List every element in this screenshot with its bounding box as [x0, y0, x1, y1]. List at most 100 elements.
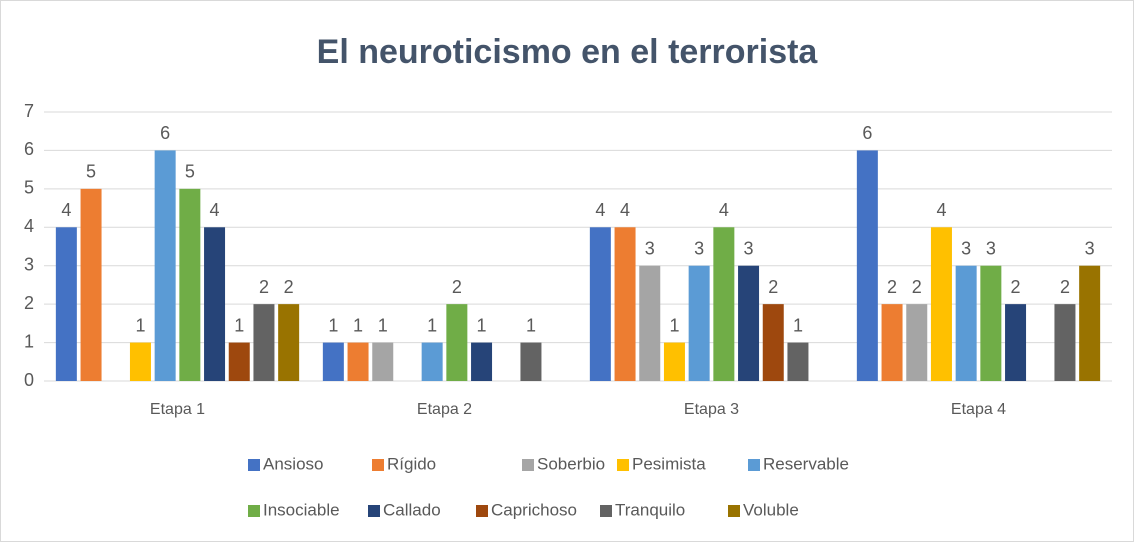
bar	[154, 150, 176, 381]
bar	[80, 188, 102, 381]
legend-swatch	[372, 459, 384, 471]
bar	[906, 304, 928, 381]
value-label: 4	[595, 200, 605, 220]
y-tick-label: 2	[24, 293, 34, 313]
bar	[446, 304, 468, 381]
value-label: 1	[427, 315, 437, 335]
bar	[471, 342, 493, 381]
legend-swatch	[522, 459, 534, 471]
value-label: 2	[887, 277, 897, 297]
bar	[955, 265, 977, 381]
bar	[55, 227, 77, 381]
value-label: 1	[378, 315, 388, 335]
value-label: 3	[961, 238, 971, 258]
value-label: 3	[645, 238, 655, 258]
y-tick-label: 1	[24, 331, 34, 351]
legend-label: Soberbio	[537, 454, 605, 473]
y-tick-label: 0	[24, 370, 34, 390]
value-label: 4	[719, 200, 729, 220]
value-label: 4	[936, 200, 946, 220]
value-label: 4	[210, 200, 220, 220]
y-tick-label: 7	[24, 101, 34, 121]
bar	[1005, 304, 1027, 381]
x-tick-label: Etapa 4	[951, 401, 1006, 418]
bar	[738, 265, 760, 381]
value-label: 4	[620, 200, 630, 220]
legend-label: Ansioso	[263, 454, 323, 473]
bar	[856, 150, 878, 381]
bar	[278, 304, 300, 381]
y-tick-label: 5	[24, 178, 34, 198]
bar	[228, 342, 250, 381]
value-label: 1	[526, 315, 536, 335]
value-label: 1	[793, 315, 803, 335]
legend-swatch	[617, 459, 629, 471]
legend-swatch	[728, 505, 740, 517]
y-tick-label: 4	[24, 216, 34, 236]
bar	[372, 342, 394, 381]
value-label: 2	[284, 277, 294, 297]
value-label: 3	[744, 238, 754, 258]
value-label: 1	[477, 315, 487, 335]
bar	[347, 342, 369, 381]
legend-swatch	[248, 505, 260, 517]
legend-label: Pesimista	[632, 454, 706, 473]
x-tick-label: Etapa 3	[684, 401, 739, 418]
legend-label: Voluble	[743, 500, 799, 519]
bar	[322, 342, 344, 381]
value-label: 6	[862, 123, 872, 143]
legend-label: Tranquilo	[615, 500, 685, 519]
legend-label: Caprichoso	[491, 500, 577, 519]
legend-swatch	[600, 505, 612, 517]
bar	[787, 342, 809, 381]
value-label: 4	[61, 200, 71, 220]
x-tick-label: Etapa 2	[417, 401, 472, 418]
value-label: 1	[135, 315, 145, 335]
value-label: 5	[185, 162, 195, 182]
value-label: 1	[234, 315, 244, 335]
bar	[179, 188, 201, 381]
legend-swatch	[748, 459, 760, 471]
bar	[639, 265, 661, 381]
bar	[204, 227, 226, 381]
legend-swatch	[368, 505, 380, 517]
bar	[762, 304, 784, 381]
legend-label: Reservable	[763, 454, 849, 473]
value-label: 2	[912, 277, 922, 297]
value-label: 3	[1085, 238, 1095, 258]
y-tick-label: 3	[24, 254, 34, 274]
bar	[663, 342, 685, 381]
value-label: 1	[328, 315, 338, 335]
x-tick-label: Etapa 1	[150, 401, 205, 418]
bar	[520, 342, 542, 381]
value-label: 5	[86, 162, 96, 182]
bar	[1079, 265, 1101, 381]
legend-label: Callado	[383, 500, 441, 519]
value-label: 2	[452, 277, 462, 297]
bar	[713, 227, 735, 381]
bar	[614, 227, 636, 381]
value-label: 3	[694, 238, 704, 258]
value-label: 2	[768, 277, 778, 297]
value-label: 6	[160, 123, 170, 143]
value-label: 2	[1011, 277, 1021, 297]
legend-swatch	[248, 459, 260, 471]
bar	[253, 304, 275, 381]
value-label: 3	[986, 238, 996, 258]
bar	[688, 265, 710, 381]
value-label: 1	[669, 315, 679, 335]
legend-label: Insociable	[263, 500, 340, 519]
y-tick-label: 6	[24, 139, 34, 159]
bar	[421, 342, 443, 381]
bar	[930, 227, 952, 381]
bar	[980, 265, 1002, 381]
legend-label: Rígido	[387, 454, 436, 473]
value-label: 2	[259, 277, 269, 297]
value-label: 1	[353, 315, 363, 335]
chart-title: El neuroticismo en el terrorista	[317, 33, 819, 71]
bar	[881, 304, 903, 381]
bar	[1054, 304, 1076, 381]
bar	[589, 227, 611, 381]
value-label: 2	[1060, 277, 1070, 297]
